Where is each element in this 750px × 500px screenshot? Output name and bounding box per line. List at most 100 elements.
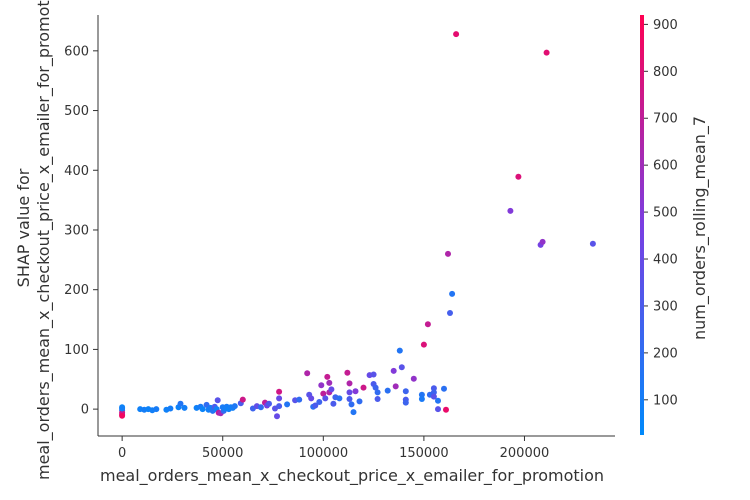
data-point <box>443 406 449 413</box>
data-point <box>266 400 272 407</box>
data-point <box>153 406 160 413</box>
data-point <box>316 399 323 405</box>
x-tick-label: 100000 <box>298 446 348 461</box>
y-tick-label: 300 <box>64 223 89 238</box>
colorbar-tick-label: 700 <box>653 112 678 127</box>
data-point <box>453 31 460 38</box>
data-point <box>352 388 359 395</box>
y-tick-label: 0 <box>81 403 89 418</box>
data-point <box>424 321 431 328</box>
colorbar-tick-label: 300 <box>653 299 678 314</box>
data-point <box>214 397 221 404</box>
data-point <box>430 389 437 396</box>
data-point <box>435 406 441 413</box>
data-point <box>430 393 437 400</box>
colorbar-tick-label: 600 <box>653 159 678 174</box>
colorbar-tick-label: 800 <box>653 65 678 80</box>
colorbar-title: num_orders_rolling_mean_7 <box>690 116 710 340</box>
data-point <box>370 371 377 378</box>
colorbar-tick-label: 500 <box>653 206 678 221</box>
data-point <box>326 379 333 386</box>
data-point <box>199 406 206 413</box>
data-point <box>402 388 409 395</box>
data-point <box>350 409 357 416</box>
y-tick-label: 400 <box>64 164 89 179</box>
data-point <box>539 238 546 245</box>
data-point <box>312 402 319 409</box>
x-tick-label: 150000 <box>399 446 449 461</box>
data-point <box>430 385 437 392</box>
data-point <box>374 389 381 396</box>
data-point <box>276 395 283 402</box>
data-point <box>449 290 456 297</box>
data-point <box>392 383 399 390</box>
data-point <box>328 386 335 393</box>
data-point <box>402 399 409 406</box>
data-point <box>276 388 283 395</box>
data-point <box>322 395 329 402</box>
colorbar-tick-label: 400 <box>653 253 678 268</box>
x-tick-label: 200000 <box>500 446 550 461</box>
data-point <box>239 396 246 403</box>
colorbar-ticks: 100 200 300 400 500 600 700 800 900 <box>644 18 678 408</box>
data-point <box>276 403 283 410</box>
y-tick-label: 500 <box>64 104 89 119</box>
data-point <box>384 387 391 394</box>
y-tick-label: 100 <box>64 343 89 358</box>
x-axis-title: meal_orders_mean_x_checkout_price_x_emai… <box>100 466 604 486</box>
data-point <box>356 398 363 405</box>
data-point <box>390 367 397 374</box>
data-point <box>274 413 280 420</box>
data-point <box>231 403 238 410</box>
data-point <box>346 380 353 387</box>
y-axis-title: SHAP value for meal_orders_mean_x_checko… <box>14 0 54 480</box>
data-point <box>372 384 379 391</box>
data-point <box>398 364 405 371</box>
data-point <box>447 310 453 316</box>
data-point <box>420 341 427 348</box>
colorbar-tick-label: 900 <box>653 18 678 33</box>
data-point <box>318 382 325 389</box>
colorbar-tick-label: 200 <box>653 346 678 361</box>
y-tick-label: 600 <box>64 44 89 59</box>
data-point <box>374 396 381 402</box>
data-point <box>435 397 441 404</box>
data-point <box>515 173 522 180</box>
data-point <box>308 395 315 402</box>
data-point <box>304 370 311 377</box>
data-point <box>441 385 447 392</box>
data-point <box>167 405 174 412</box>
data-point <box>181 404 188 411</box>
y-axis-title-line-1: SHAP value for <box>14 168 33 287</box>
data-point <box>203 401 210 408</box>
data-point <box>396 347 403 354</box>
colorbar <box>640 15 644 435</box>
data-point <box>119 405 126 412</box>
data-point <box>445 250 451 257</box>
data-point <box>320 390 327 397</box>
data-point <box>410 375 417 382</box>
x-ticks: 0 50000 100000 150000 200000 <box>118 436 549 461</box>
data-point <box>589 240 596 247</box>
data-point <box>284 401 291 408</box>
colorbar-tick-label: 100 <box>653 393 678 408</box>
data-point <box>418 396 425 402</box>
y-ticks: 0 100 200 300 400 500 600 <box>64 44 98 418</box>
data-point <box>418 391 425 398</box>
data-point <box>344 369 351 376</box>
data-point <box>543 49 550 56</box>
data-point <box>177 400 184 407</box>
x-tick-label: 0 <box>118 446 126 461</box>
x-tick-label: 50000 <box>202 446 243 461</box>
y-tick-label: 200 <box>64 283 89 298</box>
data-point <box>336 395 343 402</box>
data-point <box>360 384 367 391</box>
data-point <box>296 396 303 403</box>
data-point <box>119 412 126 419</box>
data-point <box>330 400 337 407</box>
scatter-points <box>119 31 596 420</box>
y-axis-title-line-2: meal_orders_mean_x_checkout_price_x_emai… <box>34 0 54 480</box>
data-point <box>257 404 264 411</box>
data-point <box>346 389 353 396</box>
